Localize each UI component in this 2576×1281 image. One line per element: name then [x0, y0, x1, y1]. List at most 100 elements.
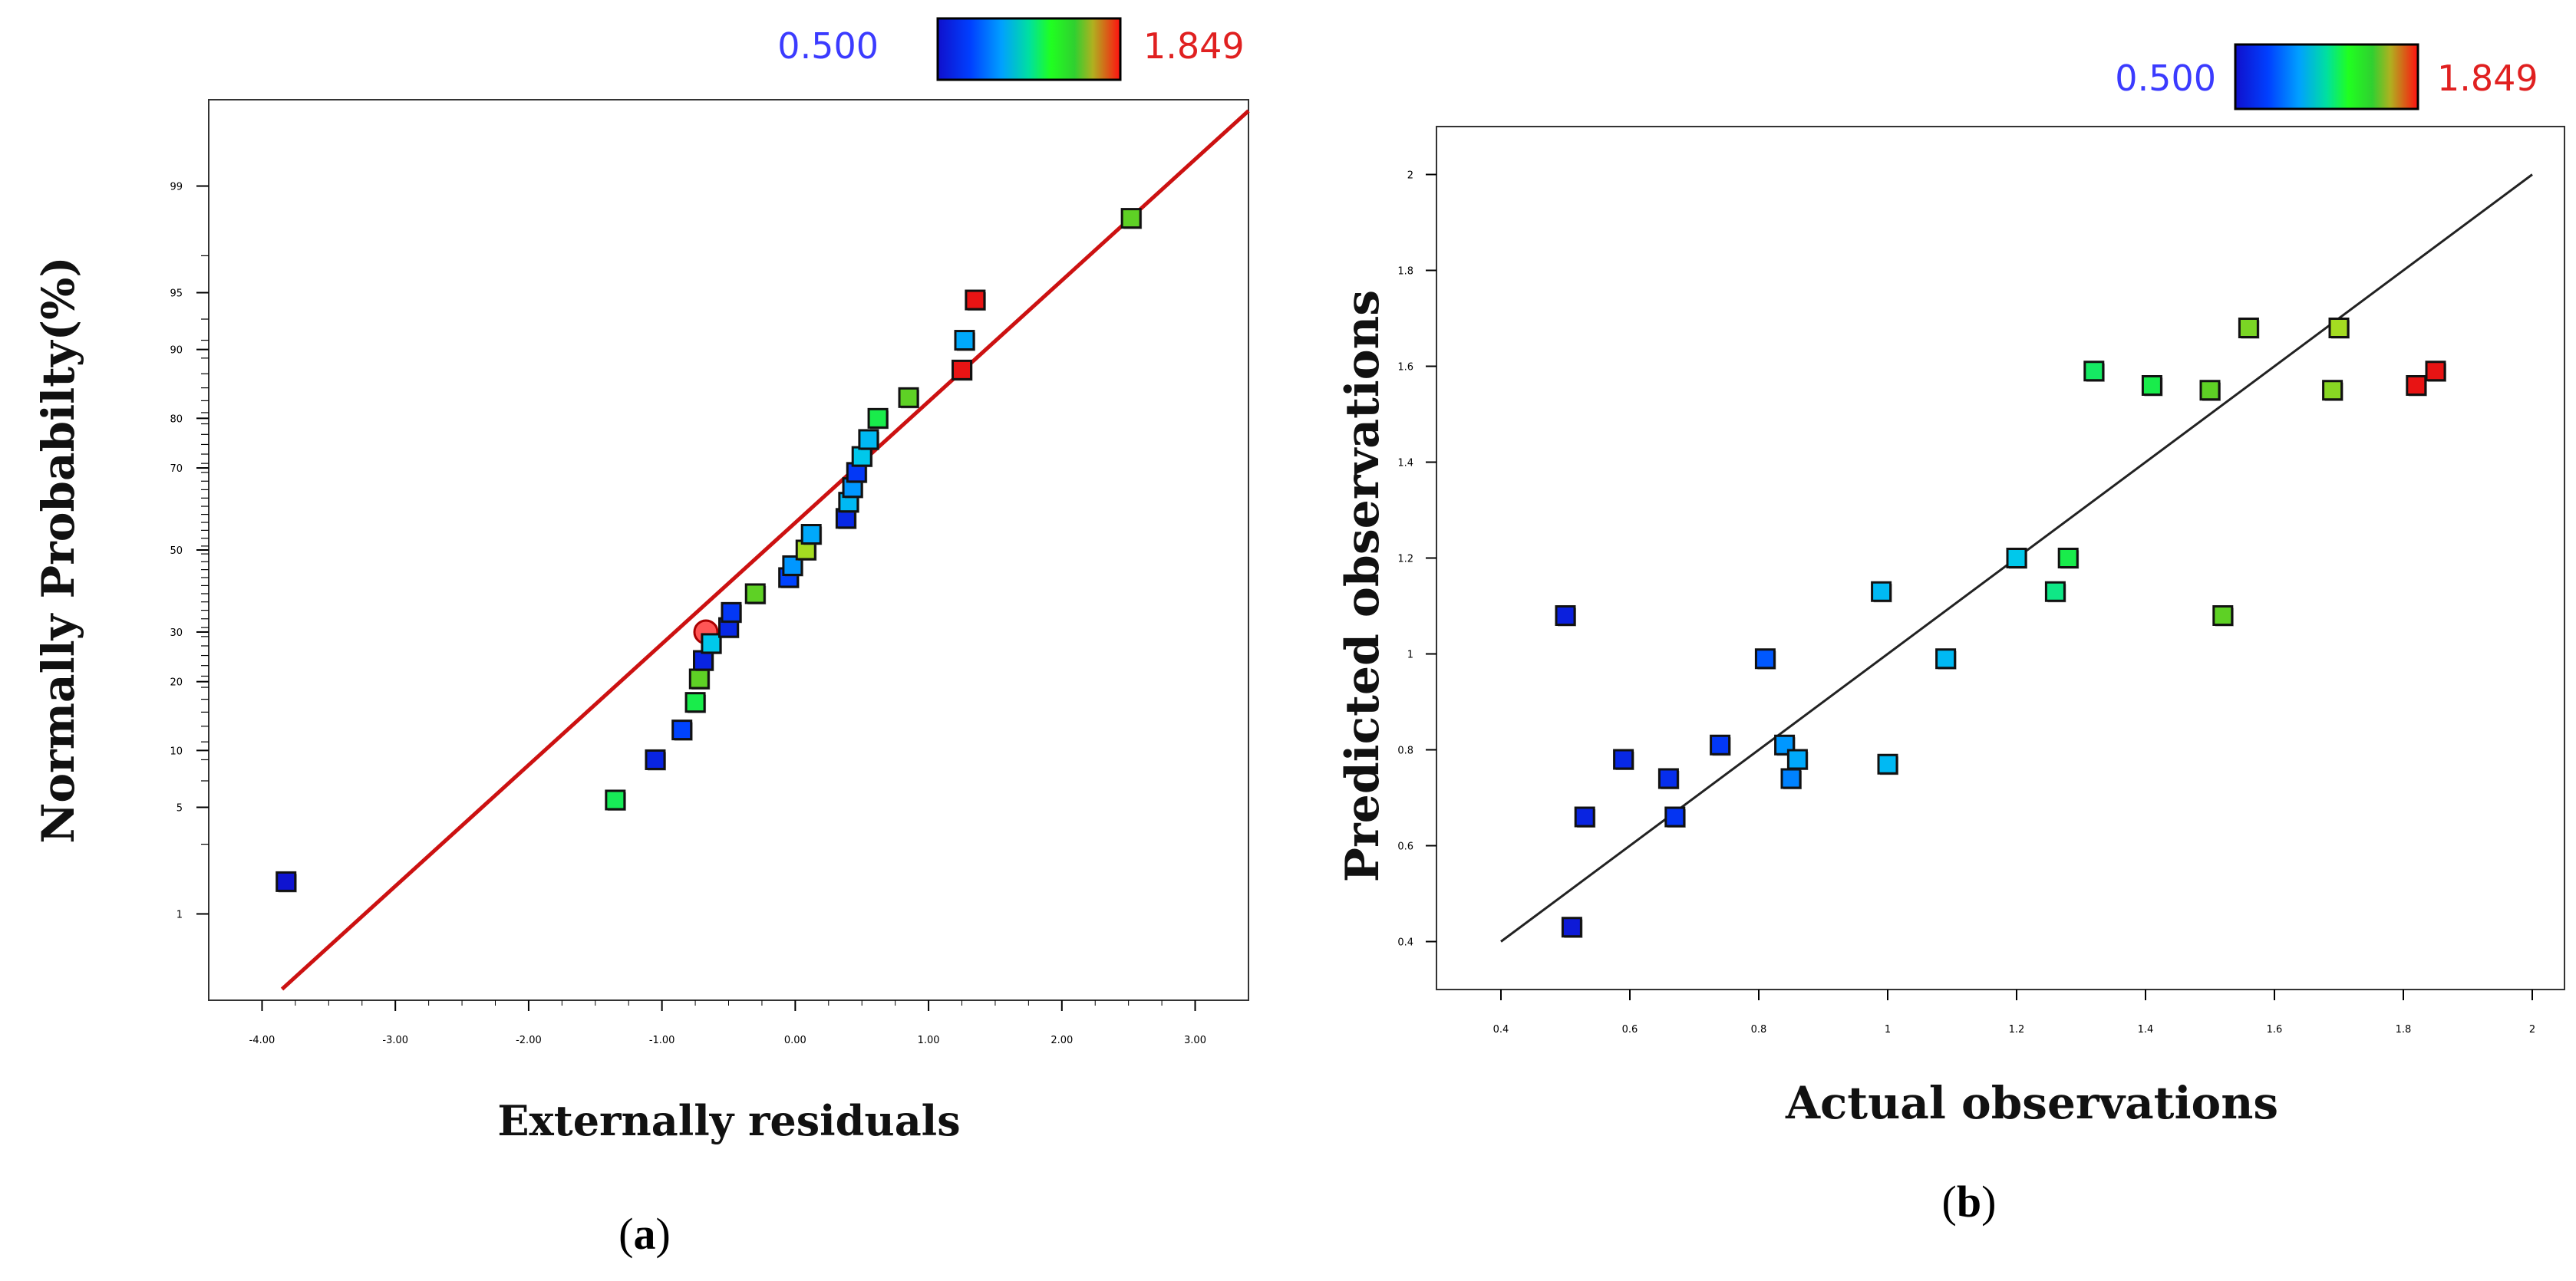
panel-label-a-letter: a: [634, 1209, 656, 1259]
data-point-b: [1657, 768, 1679, 789]
chart-a: 0.500 1.849 1 5 10 20 30 50 70 80 90 95 99 -4.00 -3.…: [32, 17, 1250, 1259]
colorbar-b-min-label: 0.500: [2115, 58, 2216, 99]
data-point-b: [1664, 806, 1686, 828]
data-point-a: [275, 871, 297, 892]
x-tick-label-b: 1.2: [2009, 1024, 2025, 1036]
y-tick-label-a: 90: [170, 345, 183, 357]
x-tick-label-b: 1.6: [2267, 1024, 2283, 1036]
data-point-b: [2425, 361, 2446, 382]
x-tick-label-b: 0.4: [1493, 1024, 1509, 1036]
chart-b: 0.500 1.849 0.4 0.6 0.8 1 1.2 1.4 1.6 1.8 2 0.4 0.…: [1336, 43, 2565, 1227]
data-point-b: [1871, 581, 1892, 602]
data-point-b: [2083, 361, 2105, 382]
y-tick-label-a: 10: [170, 746, 183, 757]
x-axis-title-a: Externally residuals: [497, 1096, 960, 1145]
x-tick-label-a: -1.00: [649, 1035, 675, 1046]
x-tick-label-b: 1.8: [2396, 1024, 2412, 1036]
data-point-a: [688, 668, 710, 690]
fit-line-a: [280, 109, 1250, 991]
data-point-b: [2238, 318, 2259, 338]
x-tick-label-b: 0.8: [1751, 1024, 1767, 1036]
data-point-a: [701, 633, 722, 654]
y-tick-label-b: 1: [1407, 650, 1413, 661]
data-point-a: [965, 289, 986, 311]
data-point-b: [2057, 548, 2079, 568]
y-tick-label-a: 99: [170, 182, 183, 193]
data-point-a: [782, 555, 803, 576]
data-point-a: [721, 601, 742, 623]
y-tick-label-b: 1.8: [1397, 266, 1413, 278]
data-point-b: [2212, 605, 2234, 626]
x-axis-title-b: Actual observations: [1785, 1077, 2278, 1129]
data-point-b: [2328, 318, 2350, 338]
x-tick-label-a: -2.00: [516, 1035, 542, 1046]
data-point-b: [1710, 734, 1731, 756]
y-tick-label-a: 5: [176, 802, 183, 814]
data-point-b: [1786, 749, 1808, 770]
data-point-b: [1555, 605, 1576, 626]
data-point-a: [605, 789, 626, 811]
data-point-a: [1120, 208, 1142, 229]
data-point-a: [954, 330, 975, 351]
points-b: [1555, 318, 2446, 938]
data-point-a: [867, 407, 889, 429]
data-point-b: [1780, 768, 1802, 789]
data-point-b: [2006, 548, 2027, 568]
axis-ticks-a: 1 5 10 20 30 50 70 80 90 95 99 -4.00 -3.00 -2.00 -1.00…: [170, 182, 1206, 1046]
x-tick-label-b: 1.4: [2138, 1024, 2154, 1036]
x-tick-label-a: -3.00: [382, 1035, 408, 1046]
data-point-b: [2044, 581, 2066, 602]
y-tick-label-a: 1: [176, 909, 183, 920]
data-point-a: [684, 692, 706, 713]
y-tick-label-b: 1.2: [1397, 554, 1413, 565]
data-point-a: [952, 359, 973, 380]
panel-label-a: (a): [618, 1209, 671, 1259]
x-tick-label-a: 1.00: [918, 1035, 940, 1046]
data-point-b: [1613, 749, 1634, 770]
data-point-b: [1574, 806, 1595, 828]
data-point-b: [2199, 380, 2221, 401]
x-tick-label-a: 0.00: [784, 1035, 806, 1046]
data-point-a: [858, 429, 879, 450]
data-point-b: [1561, 917, 1582, 938]
colorbar-a: [936, 17, 1122, 81]
x-tick-label-a: -4.00: [249, 1035, 275, 1046]
x-tick-label-a: 3.00: [1184, 1035, 1206, 1046]
data-point-b: [1935, 648, 1957, 670]
plot-area-a: [208, 99, 1249, 1001]
y-tick-label-b: 2: [1407, 170, 1413, 182]
panel-label-b: (b): [1942, 1177, 1997, 1227]
data-point-a: [800, 524, 822, 545]
y-tick-label-a: 20: [170, 677, 183, 689]
y-tick-label-a: 30: [170, 627, 183, 639]
y-axis-title-b: Predicted observations: [1336, 290, 1390, 882]
x-tick-label-b: 1: [1885, 1024, 1891, 1036]
data-point-a: [898, 387, 919, 408]
y-axis-title-a: Normally Probabilty(%): [32, 256, 84, 843]
data-point-b: [2141, 375, 2162, 396]
y-tick-label-b: 0.8: [1397, 746, 1413, 757]
y-tick-label-b: 0.6: [1397, 841, 1413, 853]
data-point-b: [1877, 753, 1898, 775]
points-a: [275, 208, 1143, 893]
colorbar-b-max-label: 1.849: [2437, 58, 2538, 99]
x-tick-label-a: 2.00: [1051, 1035, 1073, 1046]
x-tick-label-b: 0.6: [1622, 1024, 1638, 1036]
y-tick-label-a: 50: [170, 545, 183, 557]
y-tick-label-b: 1.4: [1397, 458, 1413, 469]
data-point-a: [744, 583, 766, 604]
y-tick-label-a: 80: [170, 413, 183, 425]
panel-label-b-letter: b: [1957, 1177, 1981, 1227]
x-tick-label-b: 2: [2529, 1024, 2535, 1036]
colorbar-a-min-label: 0.500: [777, 25, 879, 67]
data-point-a: [671, 720, 693, 741]
y-tick-label-b: 0.4: [1397, 937, 1413, 949]
data-point-b: [1754, 648, 1776, 670]
colorbar-a-max-label: 1.849: [1143, 25, 1245, 67]
data-point-b: [2406, 375, 2427, 396]
plot-area-b: [1436, 126, 2565, 990]
y-tick-label-b: 1.6: [1397, 362, 1413, 374]
colorbar-b: [2234, 43, 2419, 110]
data-point-b: [2322, 380, 2343, 401]
